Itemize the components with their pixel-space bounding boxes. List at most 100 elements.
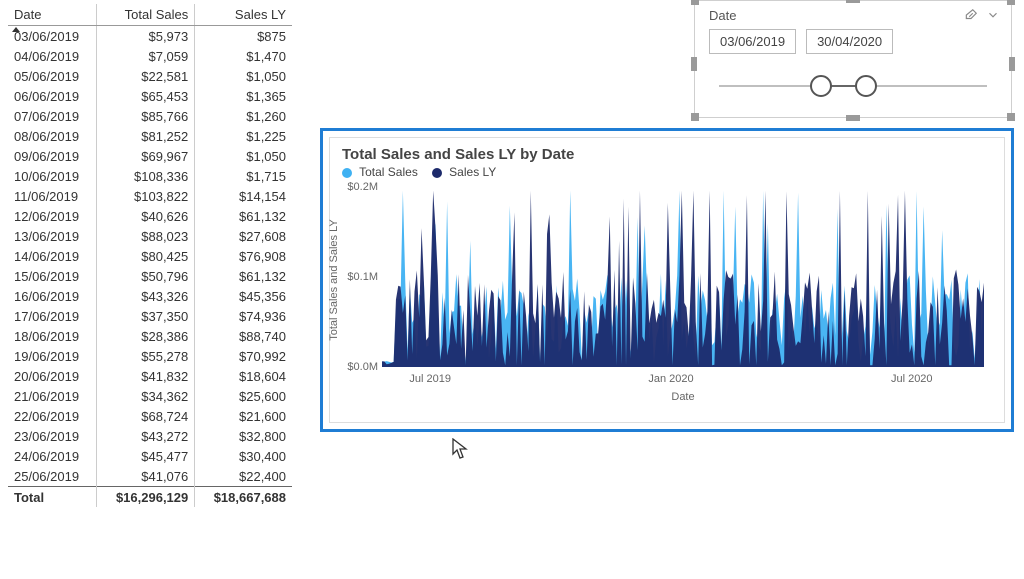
slider-thumb-end[interactable] [855,75,877,97]
chevron-down-icon[interactable] [985,7,1001,23]
table-row[interactable]: 18/06/2019$28,386$88,740 [8,326,292,346]
table-cell: $65,453 [97,86,195,106]
legend-item[interactable]: Sales LY [432,165,496,179]
table-row[interactable]: 23/06/2019$43,272$32,800 [8,426,292,446]
table-row[interactable]: 17/06/2019$37,350$74,936 [8,306,292,326]
table-cell: $85,766 [97,106,195,126]
table-cell: $69,967 [97,146,195,166]
date-slicer[interactable]: Date 03/06/2019 30/04/2020 [694,0,1012,118]
table-cell: $55,278 [97,346,195,366]
table-row[interactable]: 22/06/2019$68,724$21,600 [8,406,292,426]
chart-plot-area[interactable]: Date $0.0M$0.1M$0.2MJul 2019Jan 2020Jul … [382,187,984,367]
table-cell: $1,365 [195,86,292,106]
table-cell: 05/06/2019 [8,66,97,86]
table-cell: $74,936 [195,306,292,326]
resize-handle[interactable] [691,0,699,5]
table-cell: $43,326 [97,286,195,306]
resize-handle[interactable] [1009,57,1015,71]
table-cell: $103,822 [97,186,195,206]
table-cell: 20/06/2019 [8,366,97,386]
resize-handle[interactable] [691,57,697,71]
col-sales-ly[interactable]: Sales LY [195,4,292,26]
table-cell: $88,740 [195,326,292,346]
col-date[interactable]: Date [8,4,97,26]
sales-table[interactable]: Date Total Sales Sales LY 03/06/2019$5,9… [8,4,292,507]
resize-handle[interactable] [691,113,699,121]
table-row[interactable]: 08/06/2019$81,252$1,225 [8,126,292,146]
table-cell: $68,724 [97,406,195,426]
table-row[interactable]: 03/06/2019$5,973$875 [8,26,292,47]
table-row[interactable]: 14/06/2019$80,425$76,908 [8,246,292,266]
y-tick-label: $0.1M [334,271,378,283]
table-cell: $76,908 [195,246,292,266]
resize-handle[interactable] [846,0,860,3]
table-cell: $22,400 [195,466,292,487]
table-cell: $40,626 [97,206,195,226]
table-cell: $43,272 [97,426,195,446]
table-row[interactable]: 24/06/2019$45,477$30,400 [8,446,292,466]
table-cell: 25/06/2019 [8,466,97,487]
table-cell: $41,076 [97,466,195,487]
table-cell: $1,715 [195,166,292,186]
table-row[interactable]: 10/06/2019$108,336$1,715 [8,166,292,186]
y-tick-label: $0.2M [334,181,378,193]
table-cell: $7,059 [97,46,195,66]
table-cell: 13/06/2019 [8,226,97,246]
table-cell: 10/06/2019 [8,166,97,186]
slicer-slider[interactable] [719,72,987,100]
col-total-sales[interactable]: Total Sales [97,4,195,26]
table-row[interactable]: 15/06/2019$50,796$61,132 [8,266,292,286]
table-cell: 15/06/2019 [8,266,97,286]
table-cell: $88,023 [97,226,195,246]
slider-thumb-start[interactable] [810,75,832,97]
table-cell: $30,400 [195,446,292,466]
table-row[interactable]: 21/06/2019$34,362$25,600 [8,386,292,406]
chart-legend: Total Sales Sales LY [330,165,1004,183]
table-row[interactable]: 25/06/2019$41,076$22,400 [8,466,292,487]
total-sales: $16,296,129 [97,487,195,508]
table-cell: $108,336 [97,166,195,186]
table-row[interactable]: 16/06/2019$43,326$45,356 [8,286,292,306]
table-row[interactable]: 07/06/2019$85,766$1,260 [8,106,292,126]
table-cell: 23/06/2019 [8,426,97,446]
sales-chart-visual[interactable]: Total Sales and Sales LY by Date Total S… [320,128,1014,432]
legend-label: Total Sales [359,165,418,179]
table-row[interactable]: 09/06/2019$69,967$1,050 [8,146,292,166]
table-header-row: Date Total Sales Sales LY [8,4,292,26]
resize-handle[interactable] [846,115,860,121]
table-row[interactable]: 05/06/2019$22,581$1,050 [8,66,292,86]
x-tick-label: Jan 2020 [648,373,693,385]
table-row[interactable]: 04/06/2019$7,059$1,470 [8,46,292,66]
table-cell: $70,992 [195,346,292,366]
table-row[interactable]: 11/06/2019$103,822$14,154 [8,186,292,206]
table-cell: $61,132 [195,206,292,226]
table-row[interactable]: 06/06/2019$65,453$1,365 [8,86,292,106]
resize-handle[interactable] [1007,0,1015,5]
table-row[interactable]: 13/06/2019$88,023$27,608 [8,226,292,246]
table-cell: 08/06/2019 [8,126,97,146]
legend-swatch-icon [432,168,442,178]
table-cell: $32,800 [195,426,292,446]
table-cell: 03/06/2019 [8,26,97,47]
legend-swatch-icon [342,168,352,178]
table-row[interactable]: 12/06/2019$40,626$61,132 [8,206,292,226]
table-cell: $1,260 [195,106,292,126]
table-cell: $61,132 [195,266,292,286]
table-cell: $1,050 [195,66,292,86]
clear-filter-icon[interactable] [963,7,979,23]
slicer-start-date[interactable]: 03/06/2019 [709,29,796,54]
table-row[interactable]: 20/06/2019$41,832$18,604 [8,366,292,386]
table-cell: 04/06/2019 [8,46,97,66]
table-cell: $875 [195,26,292,47]
x-tick-label: Jul 2019 [409,373,451,385]
table-cell: $1,050 [195,146,292,166]
table-row[interactable]: 19/06/2019$55,278$70,992 [8,346,292,366]
table-cell: 16/06/2019 [8,286,97,306]
table-cell: $21,600 [195,406,292,426]
resize-handle[interactable] [1007,113,1015,121]
table-cell: $14,154 [195,186,292,206]
legend-item[interactable]: Total Sales [342,165,418,179]
slicer-end-date[interactable]: 30/04/2020 [806,29,893,54]
table-cell: 12/06/2019 [8,206,97,226]
slicer-title: Date [709,8,957,23]
